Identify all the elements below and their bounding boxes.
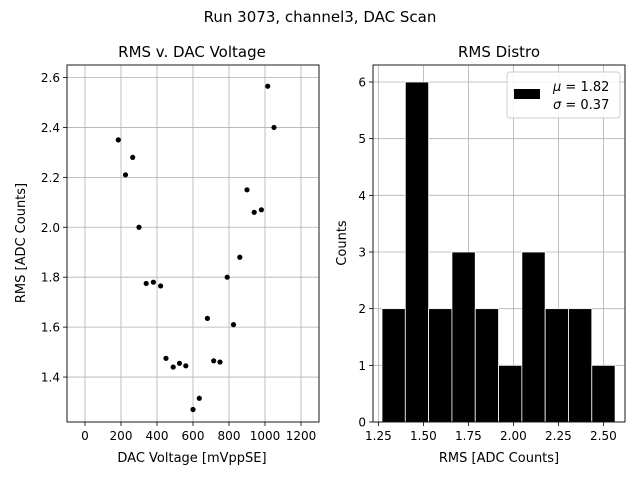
scatter-y-tick-label: 1.8 <box>41 271 60 285</box>
scatter-x-ticks: 0 200 400 600 800 1000 1200 <box>81 422 316 443</box>
figure-suptitle: Run 3073, channel3, DAC Scan <box>204 8 437 26</box>
scatter-point <box>176 360 183 366</box>
histogram-bar <box>451 251 476 423</box>
histogram-x-tick-label: 1.25 <box>365 429 392 443</box>
histogram-title: RMS Distro <box>458 43 540 61</box>
histogram-x-tick-label: 1.50 <box>410 429 437 443</box>
scatter-gridlines <box>67 65 319 422</box>
histogram-x-ticks: 1.25 1.50 1.75 2.00 2.25 2.50 <box>365 422 617 443</box>
histogram-bar <box>521 251 546 423</box>
scatter-x-tick-label: 0 <box>81 429 89 443</box>
histogram-y-tick-label: 2 <box>358 302 366 316</box>
scatter-point <box>258 207 264 213</box>
scatter-panel: RMS v. DAC Voltage 0 200 400 600 800 1000 1200… <box>14 43 320 466</box>
scatter-point <box>158 283 164 289</box>
histogram-x-tick-label: 2.50 <box>590 429 617 443</box>
scatter-point <box>237 254 243 260</box>
scatter-point <box>265 83 271 89</box>
scatter-point <box>130 154 136 160</box>
histogram-x-tick-label: 2.25 <box>545 429 572 443</box>
histogram-bar <box>428 308 453 423</box>
legend-swatch <box>514 89 540 99</box>
scatter-y-tick-label: 2.4 <box>41 121 60 135</box>
histogram-panel: RMS Distro 1.25 1.50 1.75 2.00 2.25 2.50 0 1 2 3… <box>335 43 626 466</box>
scatter-x-tick-label: 400 <box>146 429 169 443</box>
scatter-x-tick-label: 200 <box>110 429 133 443</box>
scatter-point <box>122 172 129 178</box>
scatter-y-tick-label: 2.6 <box>41 71 60 85</box>
histogram-legend: μ = 1.82 σ = 0.37 <box>506 71 621 119</box>
scatter-point <box>143 280 149 287</box>
scatter-x-tick-label: 1000 <box>250 429 281 443</box>
histogram-bar <box>381 308 406 423</box>
scatter-y-tick-label: 2.2 <box>41 171 60 185</box>
scatter-point <box>115 137 121 143</box>
scatter-point <box>190 406 196 413</box>
scatter-x-axis-label: DAC Voltage [mVppSE] <box>117 451 266 466</box>
legend-mu-value: = 1.82 <box>561 80 609 95</box>
scatter-point <box>196 395 202 401</box>
scatter-point <box>170 364 176 370</box>
histogram-x-tick-label: 2.00 <box>500 429 527 443</box>
histogram-plot-frame <box>372 64 626 423</box>
histogram-x-axis-label: RMS [ADC Counts] <box>439 451 559 466</box>
histogram-y-tick-label: 4 <box>358 189 366 203</box>
histogram-y-axis-label: Counts <box>335 220 350 266</box>
legend-mu: μ = 1.82 <box>552 80 609 95</box>
scatter-point <box>244 187 250 193</box>
histogram-y-ticks: 0 1 2 3 4 5 6 <box>358 76 373 430</box>
scatter-title: RMS v. DAC Voltage <box>118 43 266 61</box>
histogram-bar <box>544 308 569 423</box>
histogram-y-tick-label: 3 <box>358 246 366 260</box>
histogram-bar <box>474 308 499 423</box>
scatter-point <box>136 224 142 230</box>
scatter-point <box>217 359 223 365</box>
scatter-point <box>183 363 189 369</box>
legend-frame <box>506 71 621 119</box>
scatter-point <box>163 355 169 361</box>
scatter-points <box>115 83 277 413</box>
scatter-y-ticks: 1.4 1.6 1.8 2.0 2.2 2.4 2.6 <box>41 71 67 385</box>
histogram-y-tick-label: 0 <box>358 416 366 430</box>
scatter-point <box>251 209 257 215</box>
scatter-point <box>271 124 277 131</box>
histogram-y-tick-label: 6 <box>358 76 366 90</box>
histogram-bar <box>568 308 593 423</box>
scatter-y-tick-label: 1.6 <box>41 321 60 335</box>
legend-sigma-symbol: σ <box>553 98 562 113</box>
scatter-y-axis-label: RMS [ADC Counts] <box>14 183 29 303</box>
legend-mu-symbol: μ <box>552 80 561 95</box>
histogram-y-tick-label: 5 <box>358 132 366 146</box>
histogram-bar <box>404 81 430 423</box>
scatter-y-tick-label: 1.4 <box>41 371 60 385</box>
histogram-bar <box>498 364 523 423</box>
histogram-x-tick-label: 1.75 <box>455 429 482 443</box>
scatter-y-tick-label: 2.0 <box>41 221 60 235</box>
scatter-x-tick-label: 800 <box>218 429 241 443</box>
scatter-x-tick-label: 600 <box>182 429 205 443</box>
scatter-point <box>230 322 237 328</box>
scatter-point <box>224 274 230 280</box>
histogram-y-tick-label: 1 <box>358 359 366 373</box>
legend-sigma: σ = 0.37 <box>553 98 609 113</box>
scatter-x-tick-label: 1200 <box>286 429 317 443</box>
scatter-point <box>204 315 210 321</box>
scatter-point <box>211 358 217 364</box>
scatter-point <box>150 279 156 285</box>
legend-sigma-value: = 0.37 <box>561 98 609 113</box>
histogram-bar <box>591 364 616 423</box>
